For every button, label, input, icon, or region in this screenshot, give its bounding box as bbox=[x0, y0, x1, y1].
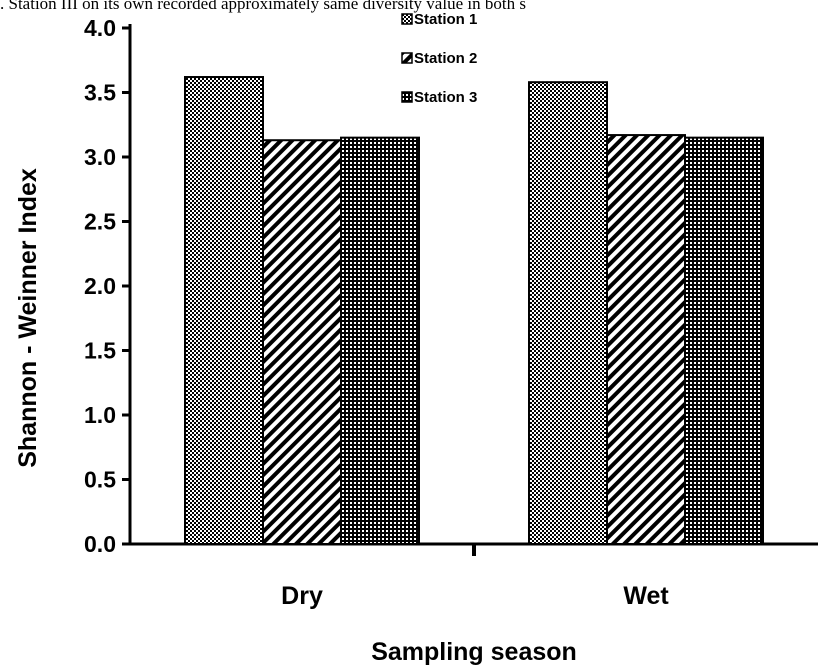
y-tick-label: 0.5 bbox=[84, 467, 116, 493]
y-tick-label: 3.0 bbox=[84, 144, 116, 170]
legend-swatch bbox=[401, 13, 413, 25]
bar-1-dry bbox=[184, 76, 264, 546]
bar-2-dry bbox=[262, 139, 342, 545]
y-tick-label: 1.5 bbox=[84, 338, 116, 364]
y-tick-label: 2.5 bbox=[84, 209, 116, 235]
y-tick-label: 0.0 bbox=[84, 531, 116, 557]
y-tick-label: 4.0 bbox=[84, 15, 116, 41]
x-tick-label: Wet bbox=[623, 582, 669, 610]
legend-label: Station 3 bbox=[414, 89, 477, 106]
y-tick-label: 2.0 bbox=[84, 273, 116, 299]
y-tick-label: 3.5 bbox=[84, 80, 116, 106]
bar-3-dry bbox=[340, 136, 420, 545]
x-axis-label: Sampling season bbox=[371, 638, 577, 666]
y-tick-label: 1.0 bbox=[84, 402, 116, 428]
bar-3-wet bbox=[684, 136, 764, 545]
bar-2-wet bbox=[606, 134, 686, 545]
bar-1-wet bbox=[528, 81, 608, 546]
axes: 0.0 0.5 1.0 1.5 2.0 2.5 3.0 3.5 4.0 Dry Wet bbox=[84, 15, 818, 610]
legend: Station 1 Station 2 Station 3 bbox=[401, 11, 477, 106]
bars bbox=[184, 76, 764, 546]
legend-label: Station 1 bbox=[414, 11, 477, 28]
legend-swatch bbox=[401, 91, 413, 103]
x-tick-label: Dry bbox=[281, 582, 323, 610]
y-axis-label: Shannon - Weinner Index bbox=[14, 168, 42, 468]
legend-swatch bbox=[401, 52, 413, 64]
legend-label: Station 2 bbox=[414, 50, 477, 67]
caption-fragment: . Station III on its own recorded approx… bbox=[0, 0, 526, 13]
